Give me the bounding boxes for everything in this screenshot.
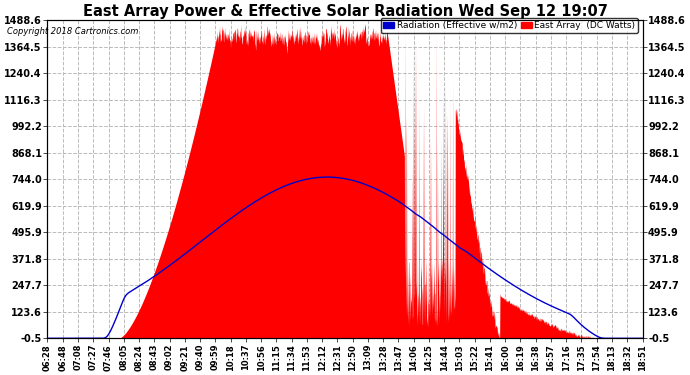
Text: Copyright 2018 Cartronics.com: Copyright 2018 Cartronics.com — [7, 27, 138, 36]
Title: East Array Power & Effective Solar Radiation Wed Sep 12 19:07: East Array Power & Effective Solar Radia… — [83, 4, 607, 19]
Legend: Radiation (Effective w/m2), East Array  (DC Watts): Radiation (Effective w/m2), East Array (… — [380, 18, 638, 33]
